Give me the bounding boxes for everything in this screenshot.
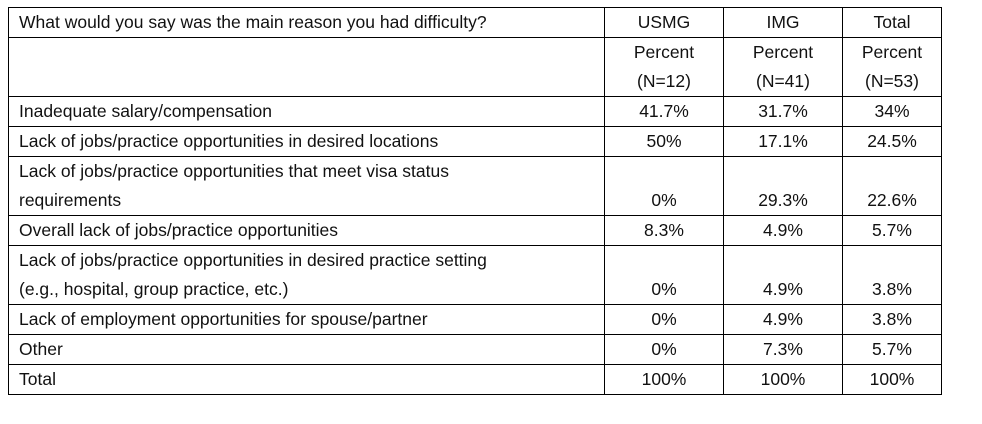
cell-total: 5.7% (842, 215, 942, 246)
cell-total: 5.7% (842, 334, 942, 365)
row-label-line: (e.g., hospital, group practice, etc.) (19, 279, 289, 299)
cell-usmg: 50% (604, 126, 724, 157)
table-row: Total 100% 100% 100% (8, 364, 942, 395)
table-row: Lack of jobs/practice opportunities in d… (8, 245, 942, 305)
row-label-line: Lack of jobs/practice opportunities in d… (19, 131, 439, 151)
row-label-line: Total (19, 369, 56, 389)
cell-img: 100% (723, 364, 843, 395)
cell-img: 17.1% (723, 126, 843, 157)
row-label-line: Other (19, 339, 63, 359)
cell-usmg: 41.7% (604, 96, 724, 127)
subheader-img: Percent (N=41) (723, 37, 843, 97)
cell-total: 3.8% (842, 245, 942, 305)
cell-img: 29.3% (723, 156, 843, 216)
table-row: Lack of employment opportunities for spo… (8, 304, 942, 335)
cell-usmg: 0% (604, 334, 724, 365)
row-label: Other (8, 334, 605, 365)
row-label-line: requirements (19, 190, 122, 210)
row-label-line: Lack of jobs/practice opportunities in d… (19, 250, 487, 270)
cell-img: 31.7% (723, 96, 843, 127)
cell-usmg: 0% (604, 156, 724, 216)
sample-size-label: (N=41) (756, 71, 810, 91)
subheader-blank (8, 37, 605, 97)
row-label-line: Lack of employment opportunities for spo… (19, 309, 428, 329)
cell-total: 3.8% (842, 304, 942, 335)
row-label: Lack of jobs/practice opportunities in d… (8, 126, 605, 157)
unit-label: Percent (633, 42, 695, 62)
table-row: Inadequate salary/compensation 41.7% 31.7%… (8, 96, 942, 127)
sample-size-label: (N=12) (637, 71, 691, 91)
table-row: Lack of jobs/practice opportunities that… (8, 156, 942, 216)
row-label: Lack of employment opportunities for spo… (8, 304, 605, 335)
cell-img: 4.9% (723, 304, 843, 335)
row-label-line: Lack of jobs/practice opportunities that… (19, 161, 449, 181)
survey-results-table: What would you say was the main reason y… (8, 7, 942, 395)
table-body: What would you say was the main reason y… (8, 7, 942, 395)
cell-usmg: 0% (604, 304, 724, 335)
cell-usmg: 0% (604, 245, 724, 305)
survey-table-container: What would you say was the main reason y… (8, 7, 942, 395)
column-header-usmg: USMG (604, 7, 724, 38)
column-header-img: IMG (723, 7, 843, 38)
cell-img: 4.9% (723, 245, 843, 305)
table-row: Other 0% 7.3% 5.7% (8, 334, 942, 365)
cell-total: 34% (842, 96, 942, 127)
row-label: Total (8, 364, 605, 395)
row-label: Lack of jobs/practice opportunities in d… (8, 245, 605, 305)
sample-size-label: (N=53) (865, 71, 919, 91)
cell-img: 4.9% (723, 215, 843, 246)
row-label: Lack of jobs/practice opportunities that… (8, 156, 605, 216)
unit-label: Percent (861, 42, 923, 62)
row-label: Inadequate salary/compensation (8, 96, 605, 127)
column-header-total: Total (842, 7, 942, 38)
row-label-line: Overall lack of jobs/practice opportunit… (19, 220, 339, 240)
header-row: What would you say was the main reason y… (8, 7, 942, 38)
subheader-total: Percent (N=53) (842, 37, 942, 97)
subheader-usmg: Percent (N=12) (604, 37, 724, 97)
cell-total: 24.5% (842, 126, 942, 157)
table-row: Lack of jobs/practice opportunities in d… (8, 126, 942, 157)
row-label-line: Inadequate salary/compensation (19, 101, 272, 121)
table-row: Overall lack of jobs/practice opportunit… (8, 215, 942, 246)
question-header: What would you say was the main reason y… (8, 7, 605, 38)
cell-img: 7.3% (723, 334, 843, 365)
row-label: Overall lack of jobs/practice opportunit… (8, 215, 605, 246)
cell-usmg: 100% (604, 364, 724, 395)
subheader-row: Percent (N=12) Percent (N=41) Percent (N… (8, 37, 942, 97)
cell-usmg: 8.3% (604, 215, 724, 246)
cell-total: 22.6% (842, 156, 942, 216)
unit-label: Percent (752, 42, 814, 62)
cell-total: 100% (842, 364, 942, 395)
